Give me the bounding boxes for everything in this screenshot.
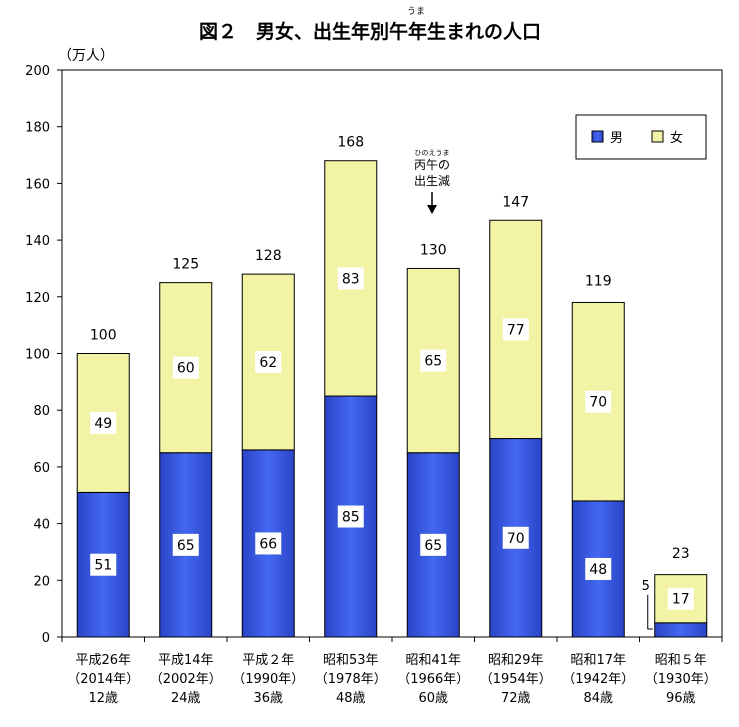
- data-label-female-bg: [420, 349, 447, 372]
- legend-swatch-female: [651, 130, 664, 143]
- x-tick-label: 昭和41年: [405, 653, 461, 668]
- data-label-male: 85: [342, 510, 360, 526]
- data-label-female-bg: [667, 587, 694, 610]
- data-label-female: 77: [507, 322, 525, 338]
- y-tick-label: 40: [33, 518, 50, 533]
- legend-label-female: 女: [670, 130, 683, 146]
- data-label-total: 100: [90, 328, 117, 344]
- data-label-female: 49: [94, 416, 112, 432]
- x-tick-label: （2014年）: [67, 672, 139, 687]
- data-label-male-bg: [337, 505, 364, 528]
- x-tick-label: 平成26年: [75, 653, 131, 668]
- x-tick-label: （1942年）: [562, 672, 634, 687]
- data-label-male-bg: [90, 553, 117, 576]
- leader-line: [647, 594, 653, 630]
- x-tick-label: （1966年）: [397, 672, 469, 687]
- x-tick-label: 72歳: [501, 691, 531, 706]
- x-tick-label: 平成２年: [242, 653, 294, 668]
- data-label-male-bg: [172, 533, 199, 556]
- data-label-male: 66: [259, 536, 277, 552]
- y-tick-label: 20: [33, 574, 50, 589]
- data-label-female: 60: [177, 361, 195, 377]
- x-tick-label: 48歳: [336, 691, 366, 706]
- data-label-female-bg: [90, 411, 117, 434]
- y-tick-label: 140: [25, 234, 50, 249]
- data-label-male: 70: [507, 531, 525, 547]
- annotation-line-1: 丙午の: [414, 158, 450, 172]
- y-tick-label: 180: [25, 121, 50, 136]
- x-tick-label: 昭和29年: [488, 653, 544, 668]
- x-tick-label: 84歳: [583, 691, 613, 706]
- chart-title: 図２ 男女、出生年別午年生まれの人口: [199, 20, 541, 43]
- data-label-total: 130: [420, 242, 447, 258]
- data-label-total: 147: [502, 194, 529, 210]
- data-label-total: 168: [337, 135, 364, 151]
- data-label-female: 70: [589, 395, 607, 411]
- y-tick-label: 160: [25, 177, 50, 192]
- x-tick-label: 36歳: [253, 691, 283, 706]
- data-label-female-bg: [502, 318, 529, 341]
- y-tick-label: 0: [42, 631, 50, 646]
- annotation-ruby: ひのえうま: [415, 149, 450, 157]
- data-label-male-bg: [585, 557, 612, 580]
- data-label-male-bg: [255, 532, 282, 555]
- y-tick-label: 120: [25, 291, 50, 306]
- data-label-female-bg: [337, 267, 364, 290]
- data-label-female: 62: [259, 355, 277, 371]
- bar-male: [654, 622, 708, 638]
- x-tick-label: 昭和５年: [655, 653, 707, 668]
- legend-swatch-male: [591, 130, 604, 143]
- data-label-female: 17: [672, 592, 690, 608]
- x-tick-label: （2002年）: [150, 672, 222, 687]
- x-tick-label: 96歳: [666, 691, 696, 706]
- data-label-total: 128: [255, 248, 282, 264]
- x-tick-label: 昭和17年: [570, 653, 626, 668]
- legend: 男 女: [575, 114, 707, 160]
- y-tick-label: 80: [33, 404, 50, 419]
- x-tick-label: （1930年）: [645, 672, 717, 687]
- data-label-total: 119: [585, 274, 612, 290]
- data-label-female-bg: [585, 390, 612, 413]
- x-tick-label: 12歳: [88, 691, 118, 706]
- data-label-male: 48: [589, 562, 607, 578]
- x-tick-label: 60歳: [418, 691, 448, 706]
- x-tick-label: 昭和53年: [323, 653, 379, 668]
- data-label-male: 65: [424, 538, 442, 554]
- x-tick-label: （1954年）: [480, 672, 552, 687]
- data-label-male-bg: [502, 526, 529, 549]
- data-label-male: 51: [94, 558, 112, 574]
- y-axis-label: （万人）: [58, 48, 114, 64]
- title-ruby: うま: [407, 6, 425, 17]
- data-label-male: 5: [642, 579, 650, 594]
- annotation: ひのえうま 丙午の 出生減: [414, 149, 450, 214]
- y-tick-label: 200: [25, 64, 50, 79]
- x-tick-label: （1978年）: [315, 672, 387, 687]
- data-label-male-bg: [420, 533, 447, 556]
- x-tick-label: （1990年）: [232, 672, 304, 687]
- legend-label-male: 男: [610, 131, 623, 146]
- x-tick-label: 24歳: [171, 691, 201, 706]
- annotation-line-2: 出生減: [414, 173, 450, 188]
- x-tick-label: 平成14年: [158, 653, 214, 668]
- data-label-female-bg: [172, 356, 199, 379]
- data-label-total: 23: [672, 546, 690, 562]
- y-tick-label: 60: [33, 461, 50, 476]
- data-label-female-bg: [255, 351, 282, 374]
- data-label-male: 65: [177, 538, 195, 554]
- data-label-total: 125: [172, 257, 199, 273]
- data-label-female: 65: [424, 354, 442, 370]
- y-tick-label: 100: [25, 348, 50, 363]
- data-label-female: 83: [342, 271, 360, 287]
